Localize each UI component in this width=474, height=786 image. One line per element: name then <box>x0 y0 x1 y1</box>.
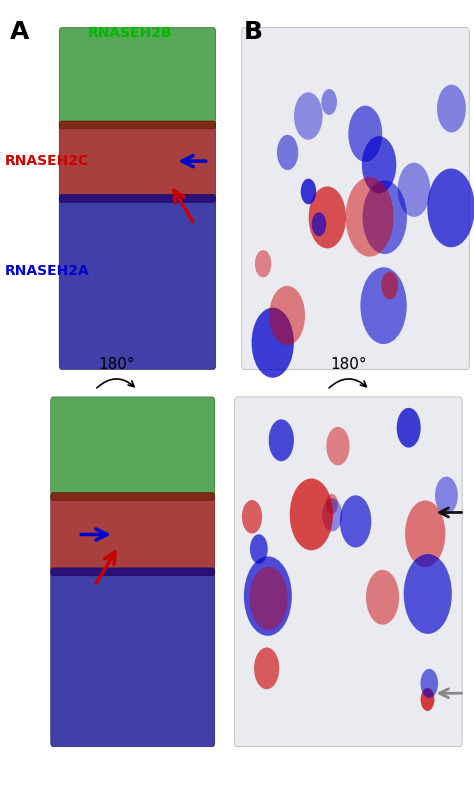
Circle shape <box>309 186 346 248</box>
FancyBboxPatch shape <box>59 28 216 129</box>
Circle shape <box>242 500 262 534</box>
Circle shape <box>252 307 294 378</box>
Circle shape <box>427 168 474 248</box>
Circle shape <box>321 89 337 115</box>
Circle shape <box>362 136 396 193</box>
Circle shape <box>255 250 271 277</box>
Circle shape <box>437 85 466 132</box>
Circle shape <box>340 495 371 548</box>
Circle shape <box>322 498 342 531</box>
Circle shape <box>366 570 399 625</box>
FancyBboxPatch shape <box>59 195 216 369</box>
Circle shape <box>250 567 288 630</box>
Circle shape <box>405 501 446 567</box>
FancyBboxPatch shape <box>51 493 215 575</box>
Circle shape <box>294 92 323 140</box>
Circle shape <box>301 178 316 204</box>
FancyBboxPatch shape <box>242 28 469 369</box>
Circle shape <box>250 534 268 564</box>
Circle shape <box>420 669 438 698</box>
Circle shape <box>381 272 398 299</box>
FancyBboxPatch shape <box>235 397 462 747</box>
Circle shape <box>348 105 382 162</box>
Circle shape <box>312 212 326 236</box>
Circle shape <box>269 419 294 461</box>
Circle shape <box>404 554 452 634</box>
Text: RNASEH2A: RNASEH2A <box>5 264 90 278</box>
Circle shape <box>254 648 279 689</box>
Circle shape <box>360 267 407 344</box>
FancyBboxPatch shape <box>59 121 216 202</box>
Text: 180°: 180° <box>98 357 135 372</box>
Text: 180°: 180° <box>330 357 367 372</box>
Text: A: A <box>9 20 29 44</box>
FancyBboxPatch shape <box>51 397 215 501</box>
Circle shape <box>244 556 292 636</box>
Circle shape <box>290 479 333 550</box>
Circle shape <box>326 494 338 514</box>
Circle shape <box>363 181 407 254</box>
Text: B: B <box>244 20 263 44</box>
Circle shape <box>435 476 458 514</box>
Text: RNASEH2B: RNASEH2B <box>88 26 173 40</box>
Circle shape <box>420 688 434 711</box>
Circle shape <box>269 286 305 345</box>
Circle shape <box>398 163 430 217</box>
Circle shape <box>397 408 421 447</box>
Circle shape <box>326 427 350 465</box>
FancyBboxPatch shape <box>51 567 215 747</box>
Circle shape <box>277 134 298 170</box>
Circle shape <box>346 177 393 257</box>
Text: RNASEH2C: RNASEH2C <box>5 154 89 168</box>
